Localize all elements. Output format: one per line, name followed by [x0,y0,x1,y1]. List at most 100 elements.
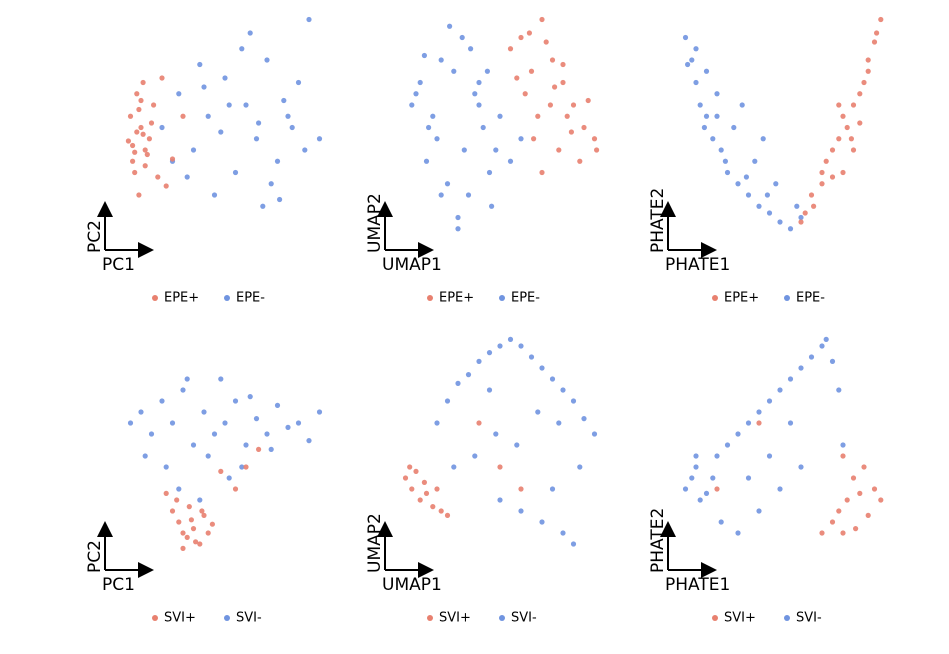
point [430,113,436,119]
point [142,453,148,459]
point [507,336,514,342]
point [823,158,829,164]
point [752,158,758,164]
legend-label: SVI+ [439,611,471,626]
point [701,124,708,131]
point [190,147,197,153]
point [560,61,566,68]
point [591,431,598,437]
point [857,91,863,97]
point [564,113,570,119]
point [773,181,779,187]
point [724,442,731,448]
point [819,169,825,176]
legend-marker [224,615,230,621]
point [543,39,549,45]
point [689,475,695,481]
point [163,464,169,470]
point [302,147,308,153]
point [199,508,205,514]
point [138,124,144,131]
point [865,512,871,519]
point [493,431,499,437]
legend-marker [499,615,505,621]
point [808,192,815,198]
point [714,91,720,97]
point [306,438,312,444]
legend-label: SVI- [796,611,822,626]
point [188,517,194,523]
point [264,57,270,63]
point [756,508,762,514]
point [840,453,846,459]
point [421,52,427,59]
point [497,464,503,470]
point [209,521,215,527]
point [438,508,444,514]
point [176,486,182,492]
point [581,124,587,131]
point [476,79,482,86]
point [745,192,752,198]
point [211,192,218,198]
legend-label: SVI- [236,611,262,626]
legend-label: EPE- [796,291,825,306]
point [539,169,545,176]
point [714,113,720,119]
point [253,136,260,142]
point [146,136,152,142]
point [205,453,211,459]
point [197,497,203,503]
point [130,158,136,164]
y-axis-label: PHATE2 [648,508,668,573]
point [682,486,689,492]
point [138,97,144,104]
point [703,113,710,119]
point [444,512,451,519]
point [514,75,520,81]
point [455,214,461,221]
point [743,174,750,180]
point [528,68,535,74]
point [461,147,467,153]
point [476,420,482,426]
point [718,147,724,153]
point [136,106,142,113]
point [756,420,762,426]
point [132,149,138,155]
point [268,181,274,187]
point [211,431,218,437]
point [539,519,545,525]
point [434,486,440,492]
point [777,219,783,225]
point [836,387,842,393]
point [829,519,836,525]
point [710,136,716,142]
point [169,508,176,514]
point [132,169,138,176]
point [560,530,566,536]
point [486,387,493,393]
x-axis-label: PHATE1 [665,255,730,275]
point [493,147,499,153]
legend-marker [224,295,230,301]
point [226,102,232,108]
point [798,365,804,371]
point [819,343,825,349]
point [766,453,773,459]
point [176,519,182,525]
point [247,30,253,36]
point [865,68,871,74]
point [201,512,207,519]
point [787,376,794,382]
point [836,508,842,514]
point [243,464,249,470]
legend-marker [712,295,718,301]
point [190,442,197,448]
point [570,102,577,108]
legend-marker [499,295,505,301]
point [735,530,741,536]
point [829,358,836,364]
point [434,420,440,426]
point [840,169,846,176]
